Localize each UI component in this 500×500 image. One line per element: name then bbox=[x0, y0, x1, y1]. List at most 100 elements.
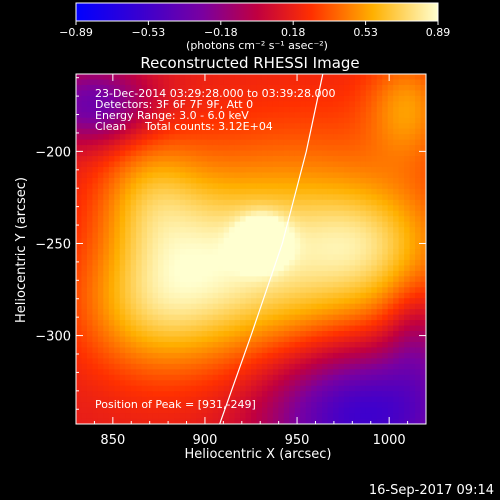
y-tick-label: −200 bbox=[35, 145, 71, 160]
heatmap-cell bbox=[415, 139, 422, 146]
heatmap-cell bbox=[261, 172, 269, 179]
heatmap-cell bbox=[185, 276, 192, 283]
heatmap-cell bbox=[349, 172, 356, 179]
heatmap-cell bbox=[163, 396, 170, 403]
heatmap-cell bbox=[327, 418, 334, 424]
heatmap-cell bbox=[305, 161, 312, 168]
heatmap-cell bbox=[261, 177, 269, 184]
heatmap-cell bbox=[158, 276, 165, 283]
heatmap-cell bbox=[168, 232, 176, 239]
heatmap-cell bbox=[185, 385, 192, 392]
heatmap-cell bbox=[338, 298, 345, 305]
heatmap-cell bbox=[333, 156, 340, 163]
heatmap-cell bbox=[398, 309, 405, 316]
heatmap-cell bbox=[354, 249, 361, 256]
heatmap-cell bbox=[168, 281, 176, 288]
heatmap-cell bbox=[201, 352, 208, 359]
heatmap-cell bbox=[409, 254, 416, 261]
heatmap-cell bbox=[294, 320, 301, 327]
heatmap-cell bbox=[327, 363, 334, 370]
heatmap-cell bbox=[267, 320, 274, 327]
heatmap-cell bbox=[316, 298, 323, 305]
heatmap-cell bbox=[168, 227, 176, 234]
heatmap-cell bbox=[108, 331, 115, 338]
heatmap-cell bbox=[103, 314, 110, 321]
heatmap-cell bbox=[327, 199, 334, 206]
heatmap-cell bbox=[201, 172, 208, 179]
heatmap-cell bbox=[86, 358, 94, 365]
heatmap-cell bbox=[136, 396, 143, 403]
heatmap-cell bbox=[81, 249, 88, 256]
heatmap-cell bbox=[365, 150, 372, 157]
heatmap-cell bbox=[333, 292, 340, 299]
heatmap-cell bbox=[103, 380, 110, 387]
heatmap-cell bbox=[97, 79, 104, 86]
heatmap-cell bbox=[371, 396, 378, 403]
heatmap-cell bbox=[147, 166, 154, 174]
heatmap-cell bbox=[158, 281, 165, 288]
heatmap-cell bbox=[223, 90, 230, 97]
heatmap-cell bbox=[393, 238, 400, 245]
heatmap-cell bbox=[283, 84, 290, 92]
heatmap-cell bbox=[179, 336, 186, 343]
heatmap-cell bbox=[289, 363, 296, 370]
heatmap-cell bbox=[289, 194, 296, 201]
heatmap-cell bbox=[283, 391, 290, 398]
heatmap-cell bbox=[327, 270, 334, 277]
heatmap-cell bbox=[245, 74, 252, 81]
heatmap-cell bbox=[136, 385, 143, 392]
heatmap-cell bbox=[234, 287, 241, 294]
heatmap-cell bbox=[136, 270, 143, 277]
heatmap-cell bbox=[147, 243, 154, 250]
heatmap-cell bbox=[305, 177, 312, 184]
heatmap-cell bbox=[168, 238, 176, 245]
heatmap-cell bbox=[338, 309, 345, 316]
heatmap-cell bbox=[97, 402, 104, 409]
heatmap-cell bbox=[130, 145, 137, 152]
heatmap-cell bbox=[420, 134, 426, 141]
heatmap-cell bbox=[327, 413, 334, 420]
heatmap-cell bbox=[382, 336, 389, 343]
heatmap-cell bbox=[168, 172, 176, 179]
heatmap-cell bbox=[86, 391, 94, 398]
heatmap-cell bbox=[251, 341, 258, 349]
heatmap-cell bbox=[354, 352, 361, 359]
heatmap-cell bbox=[223, 265, 230, 272]
heatmap-cell bbox=[349, 101, 356, 108]
heatmap-cell bbox=[147, 199, 154, 206]
heatmap-cell bbox=[415, 177, 422, 184]
heatmap-cell bbox=[179, 369, 186, 376]
heatmap-cell bbox=[141, 210, 148, 217]
heatmap-cell bbox=[168, 270, 176, 277]
heatmap-cell bbox=[240, 106, 247, 113]
heatmap-cell bbox=[92, 216, 99, 223]
heatmap-cell bbox=[283, 117, 290, 124]
heatmap-cell bbox=[76, 95, 83, 102]
heatmap-cell bbox=[376, 369, 383, 376]
heatmap-cell bbox=[354, 95, 361, 102]
heatmap-cell bbox=[316, 309, 323, 316]
heatmap-cell bbox=[119, 216, 126, 223]
heatmap-cell bbox=[240, 194, 247, 201]
heatmap-cell bbox=[168, 134, 176, 141]
heatmap-cell bbox=[316, 413, 323, 420]
heatmap-cell bbox=[119, 320, 126, 327]
heatmap-cell bbox=[163, 166, 170, 174]
heatmap-cell bbox=[229, 227, 236, 234]
heatmap-cell bbox=[207, 265, 214, 272]
heatmap-cell bbox=[261, 150, 269, 157]
heatmap-cell bbox=[338, 95, 345, 102]
heatmap-cell bbox=[338, 281, 345, 288]
heatmap-cell bbox=[404, 150, 411, 157]
heatmap-cell bbox=[398, 413, 405, 420]
heatmap-cell bbox=[409, 385, 416, 392]
heatmap-cell bbox=[168, 363, 176, 370]
heatmap-cell bbox=[185, 298, 192, 305]
heatmap-cell bbox=[136, 139, 143, 146]
heatmap-cell bbox=[158, 249, 165, 256]
heatmap-cell bbox=[294, 314, 301, 321]
heatmap-cell bbox=[371, 95, 378, 102]
heatmap-cell bbox=[404, 254, 411, 261]
heatmap-cell bbox=[240, 276, 247, 283]
heatmap-cell bbox=[119, 161, 126, 168]
